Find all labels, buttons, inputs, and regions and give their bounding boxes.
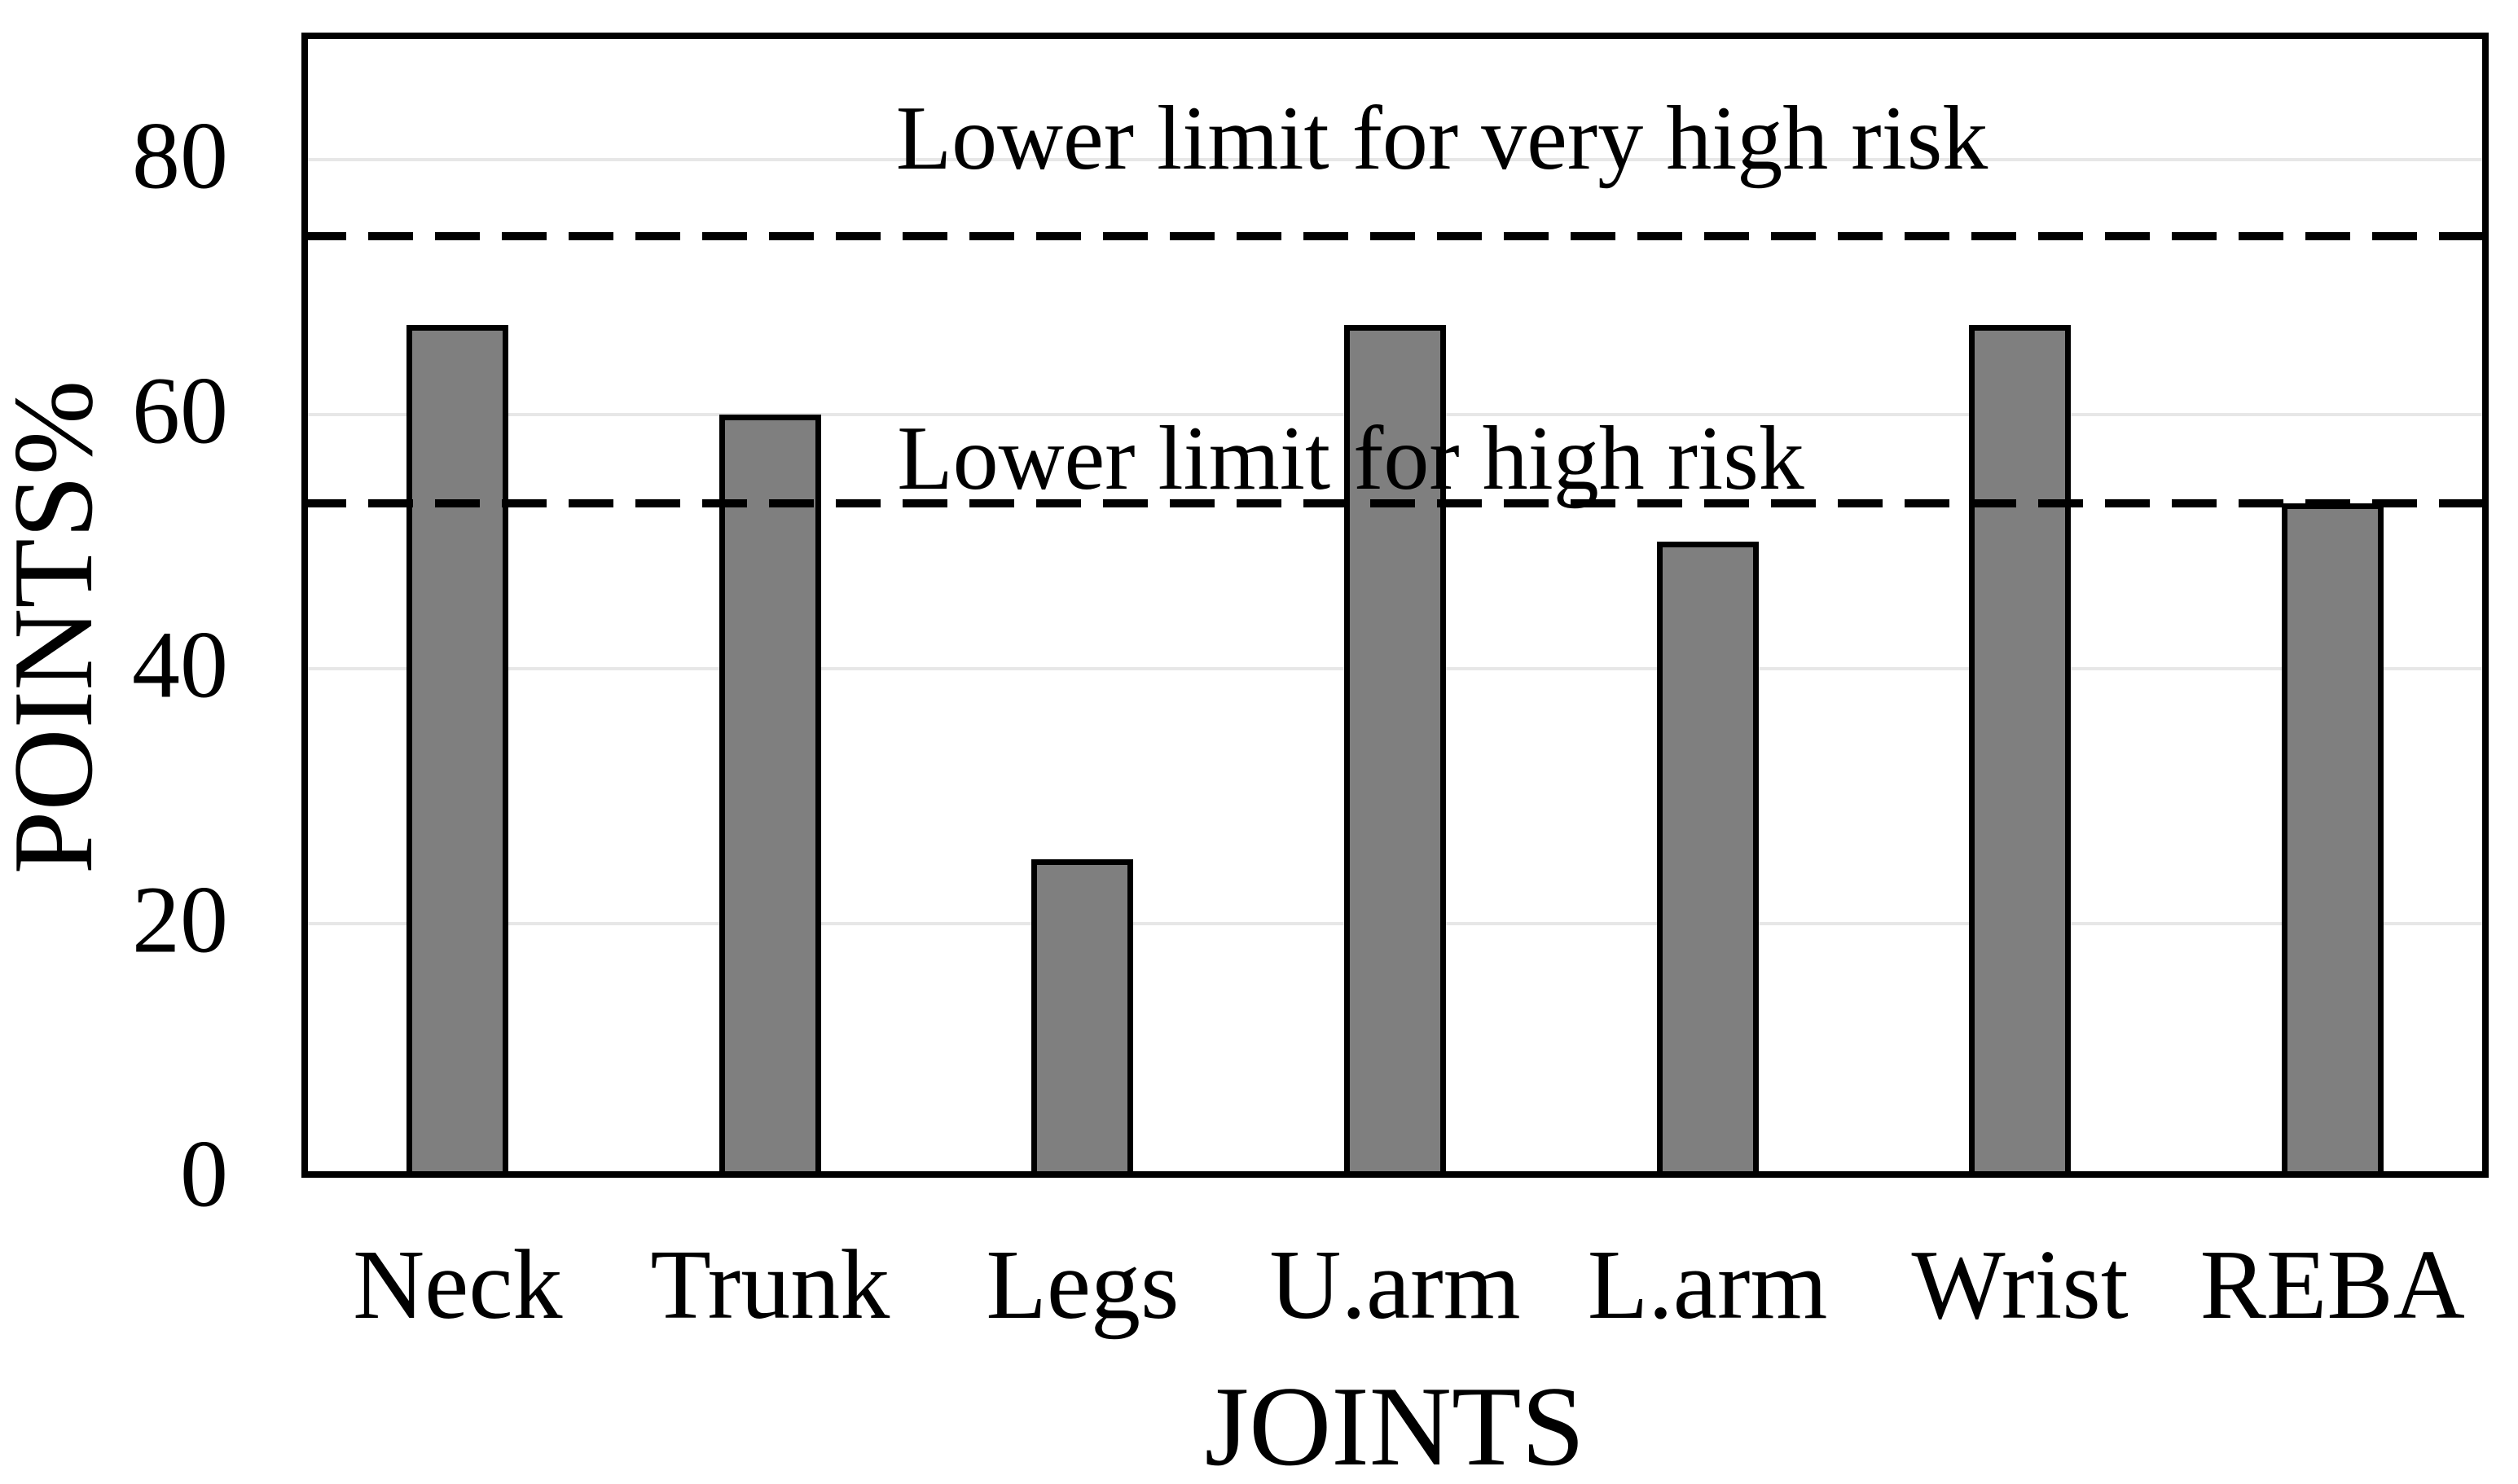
bar-wrist	[1969, 325, 2072, 1178]
x-category-label-reba: REBA	[2199, 1230, 2465, 1340]
x-category-label-l-arm: L.arm	[1587, 1230, 1828, 1340]
bar-legs	[1031, 859, 1134, 1178]
plot-area	[301, 33, 2489, 1178]
y-tick-label-40: 40	[132, 611, 228, 718]
bar-trunk	[718, 414, 821, 1178]
y-tick-label-80: 80	[132, 102, 228, 209]
x-category-label-wrist: Wrist	[1911, 1230, 2129, 1340]
x-category-label-neck: Neck	[353, 1230, 563, 1340]
y-tick-label-60: 60	[132, 356, 228, 463]
bar-neck	[406, 325, 509, 1178]
x-category-label-u-arm: U.arm	[1269, 1230, 1521, 1340]
annotation-lower-limit-very-high-risk: Lower limit for very high risk	[895, 88, 1988, 189]
bar-u-arm	[1344, 325, 1446, 1178]
bar-reba	[2281, 503, 2384, 1178]
gridline-80	[301, 158, 2489, 162]
threshold-line-lower-limit-for-high-risk	[301, 499, 2489, 508]
y-tick-label-0: 0	[180, 1120, 228, 1227]
bar-l-arm	[1656, 541, 1759, 1178]
threshold-line-lower-limit-for-very-high-risk	[301, 231, 2489, 240]
x-category-label-legs: Legs	[986, 1230, 1180, 1340]
annotation-lower-limit-high-risk: Lower limit for high risk	[897, 408, 1804, 509]
y-tick-label-20: 20	[132, 865, 228, 973]
x-axis-title: JOINTS	[1204, 1363, 1585, 1484]
x-category-label-trunk: Trunk	[650, 1230, 890, 1340]
